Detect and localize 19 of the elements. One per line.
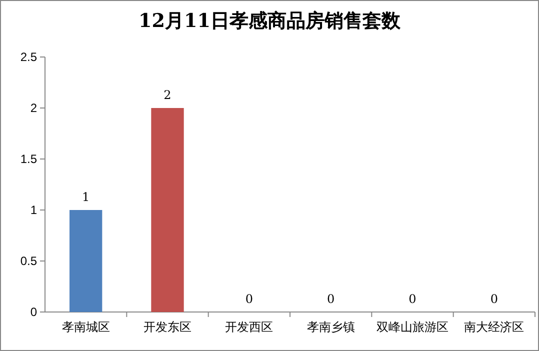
data-label: 0	[245, 292, 253, 306]
chart-title: 12月11日孝感商品房销售套数	[138, 10, 402, 32]
x-tick-label: 开发西区	[225, 320, 274, 334]
y-tick-label: 2	[30, 101, 38, 116]
data-label: 1	[82, 190, 90, 204]
data-label: 0	[490, 292, 498, 306]
y-tick-label: 0	[30, 305, 38, 320]
y-tick-label: 1.5	[20, 152, 38, 166]
y-tick-label: 0.5	[20, 254, 38, 268]
x-tick-label: 孝南乡镇	[306, 320, 355, 334]
data-label: 2	[164, 88, 172, 102]
y-tick-label: 2.5	[20, 50, 38, 64]
data-label: 0	[327, 292, 335, 306]
x-tick-label: 南大经济区	[464, 320, 524, 334]
data-label: 0	[408, 292, 416, 306]
y-tick-label: 1	[30, 203, 38, 218]
x-tick-label: 开发东区	[144, 320, 192, 334]
x-tick-label: 孝南城区	[62, 320, 110, 334]
x-tick-label: 双峰山旅游区	[376, 320, 448, 334]
